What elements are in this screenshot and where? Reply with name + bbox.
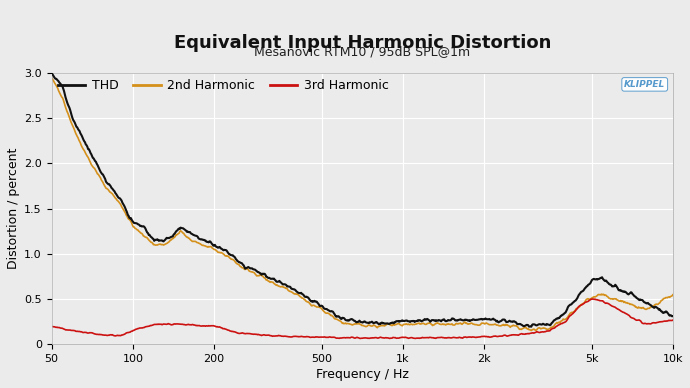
Legend: THD, 2nd Harmonic, 3rd Harmonic: THD, 2nd Harmonic, 3rd Harmonic bbox=[58, 80, 388, 92]
Text: Mesanovic RTM10 / 95dB SPL@1m: Mesanovic RTM10 / 95dB SPL@1m bbox=[254, 45, 471, 58]
Y-axis label: Distortion / percent: Distortion / percent bbox=[7, 148, 20, 269]
Text: KLIPPEL: KLIPPEL bbox=[624, 80, 665, 89]
X-axis label: Frequency / Hz: Frequency / Hz bbox=[316, 368, 408, 381]
Title: Equivalent Input Harmonic Distortion: Equivalent Input Harmonic Distortion bbox=[173, 34, 551, 52]
